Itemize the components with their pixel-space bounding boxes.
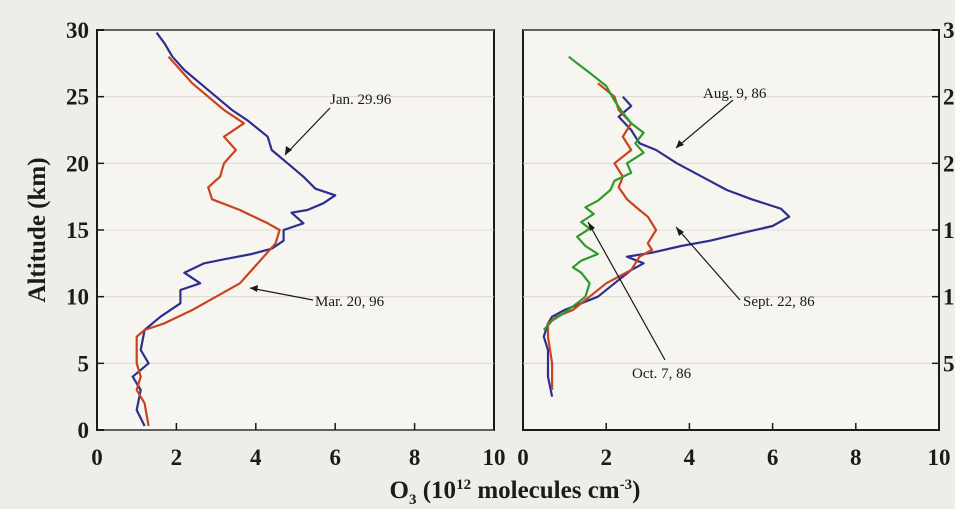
left-y-tick-label-4: 20 <box>66 151 89 176</box>
right-series-sept-22-86 <box>546 82 658 390</box>
right-series-group <box>542 55 791 397</box>
right-y-tick-label-5: 30 <box>943 18 955 43</box>
left-series-mar-20-96 <box>135 55 281 427</box>
left-x-tick-label-4: 8 <box>409 445 421 470</box>
mar-arrowhead-icon <box>250 285 258 292</box>
right-x-tick-label-2: 4 <box>684 445 696 470</box>
right-x-tick-label-3: 6 <box>767 445 779 470</box>
left-x-tick-label-0: 0 <box>91 445 103 470</box>
left-series-group <box>131 32 337 427</box>
left-y-tick-label-6: 30 <box>66 18 89 43</box>
right-x-tick-label-5: 10 <box>928 445 951 470</box>
right-y-tick-label-3: 20 <box>943 151 955 176</box>
sept-annotation-arrow <box>675 226 741 301</box>
left-axis-ticks: 0 2 4 6 8 10 0 5 10 15 20 25 30 <box>66 18 506 470</box>
left-y-tick-label-1: 5 <box>78 351 90 376</box>
jan-arrowhead-icon <box>285 146 292 155</box>
jan-annotation: Jan. 29.96 <box>330 92 392 108</box>
x-axis-title-sup2: -3 <box>620 477 633 493</box>
right-x-tick-label-1: 2 <box>600 445 612 470</box>
aug-annotation: Aug. 9, 86 <box>703 86 767 102</box>
oct-annotation: Oct. 7, 86 <box>632 366 692 382</box>
x-axis-title-sub: 3 <box>409 492 417 508</box>
x-axis-title-sup1: 12 <box>456 477 471 493</box>
mar-annotation: Mar. 20, 96 <box>315 294 385 310</box>
right-x-tick-label-4: 8 <box>850 445 862 470</box>
right-axis-ticks: 0 2 4 6 8 10 5 10 15 20 25 30 <box>517 18 955 470</box>
y-axis-title: Altitude (km) <box>24 157 51 302</box>
aug-annotation-arrow <box>675 99 734 149</box>
right-y-tick-label-0: 5 <box>943 351 955 376</box>
mar-annotation-arrow <box>249 287 314 301</box>
jan-annotation-arrow <box>284 107 331 156</box>
left-y-tick-label-5: 25 <box>66 85 89 110</box>
oct-annotation-arrow <box>587 221 666 361</box>
x-axis-title-o: O <box>390 477 409 504</box>
x-axis-title-suffix: molecules cm <box>471 477 620 504</box>
left-y-tick-label-3: 15 <box>66 218 89 243</box>
left-x-tick-label-5: 10 <box>483 445 506 470</box>
x-axis-title-end: ) <box>632 477 640 504</box>
left-y-tick-label-0: 0 <box>78 418 90 443</box>
x-axis-title-mid: (10 <box>416 477 456 504</box>
right-series-aug-9-86 <box>542 95 791 397</box>
x-axis-title: O3 (1012 molecules cm-3) <box>390 477 641 508</box>
left-x-tick-label-2: 4 <box>250 445 262 470</box>
aug-arrowhead-icon <box>676 140 684 148</box>
right-y-tick-label-4: 25 <box>943 85 955 110</box>
right-y-tick-label-1: 10 <box>943 285 955 310</box>
left-x-tick-label-3: 6 <box>329 445 341 470</box>
left-series-jan-29-96 <box>131 32 337 427</box>
right-x-tick-label-0: 0 <box>517 445 529 470</box>
left-x-tick-label-1: 2 <box>171 445 183 470</box>
left-y-tick-label-2: 10 <box>66 285 89 310</box>
sept-annotation: Sept. 22, 86 <box>743 294 815 310</box>
sept-arrowhead-icon <box>676 227 684 236</box>
right-y-tick-label-2: 15 <box>943 218 955 243</box>
oct-arrowhead-icon <box>588 222 595 231</box>
left-gridlines <box>97 29 494 431</box>
right-series-oct-7-86 <box>542 55 645 331</box>
